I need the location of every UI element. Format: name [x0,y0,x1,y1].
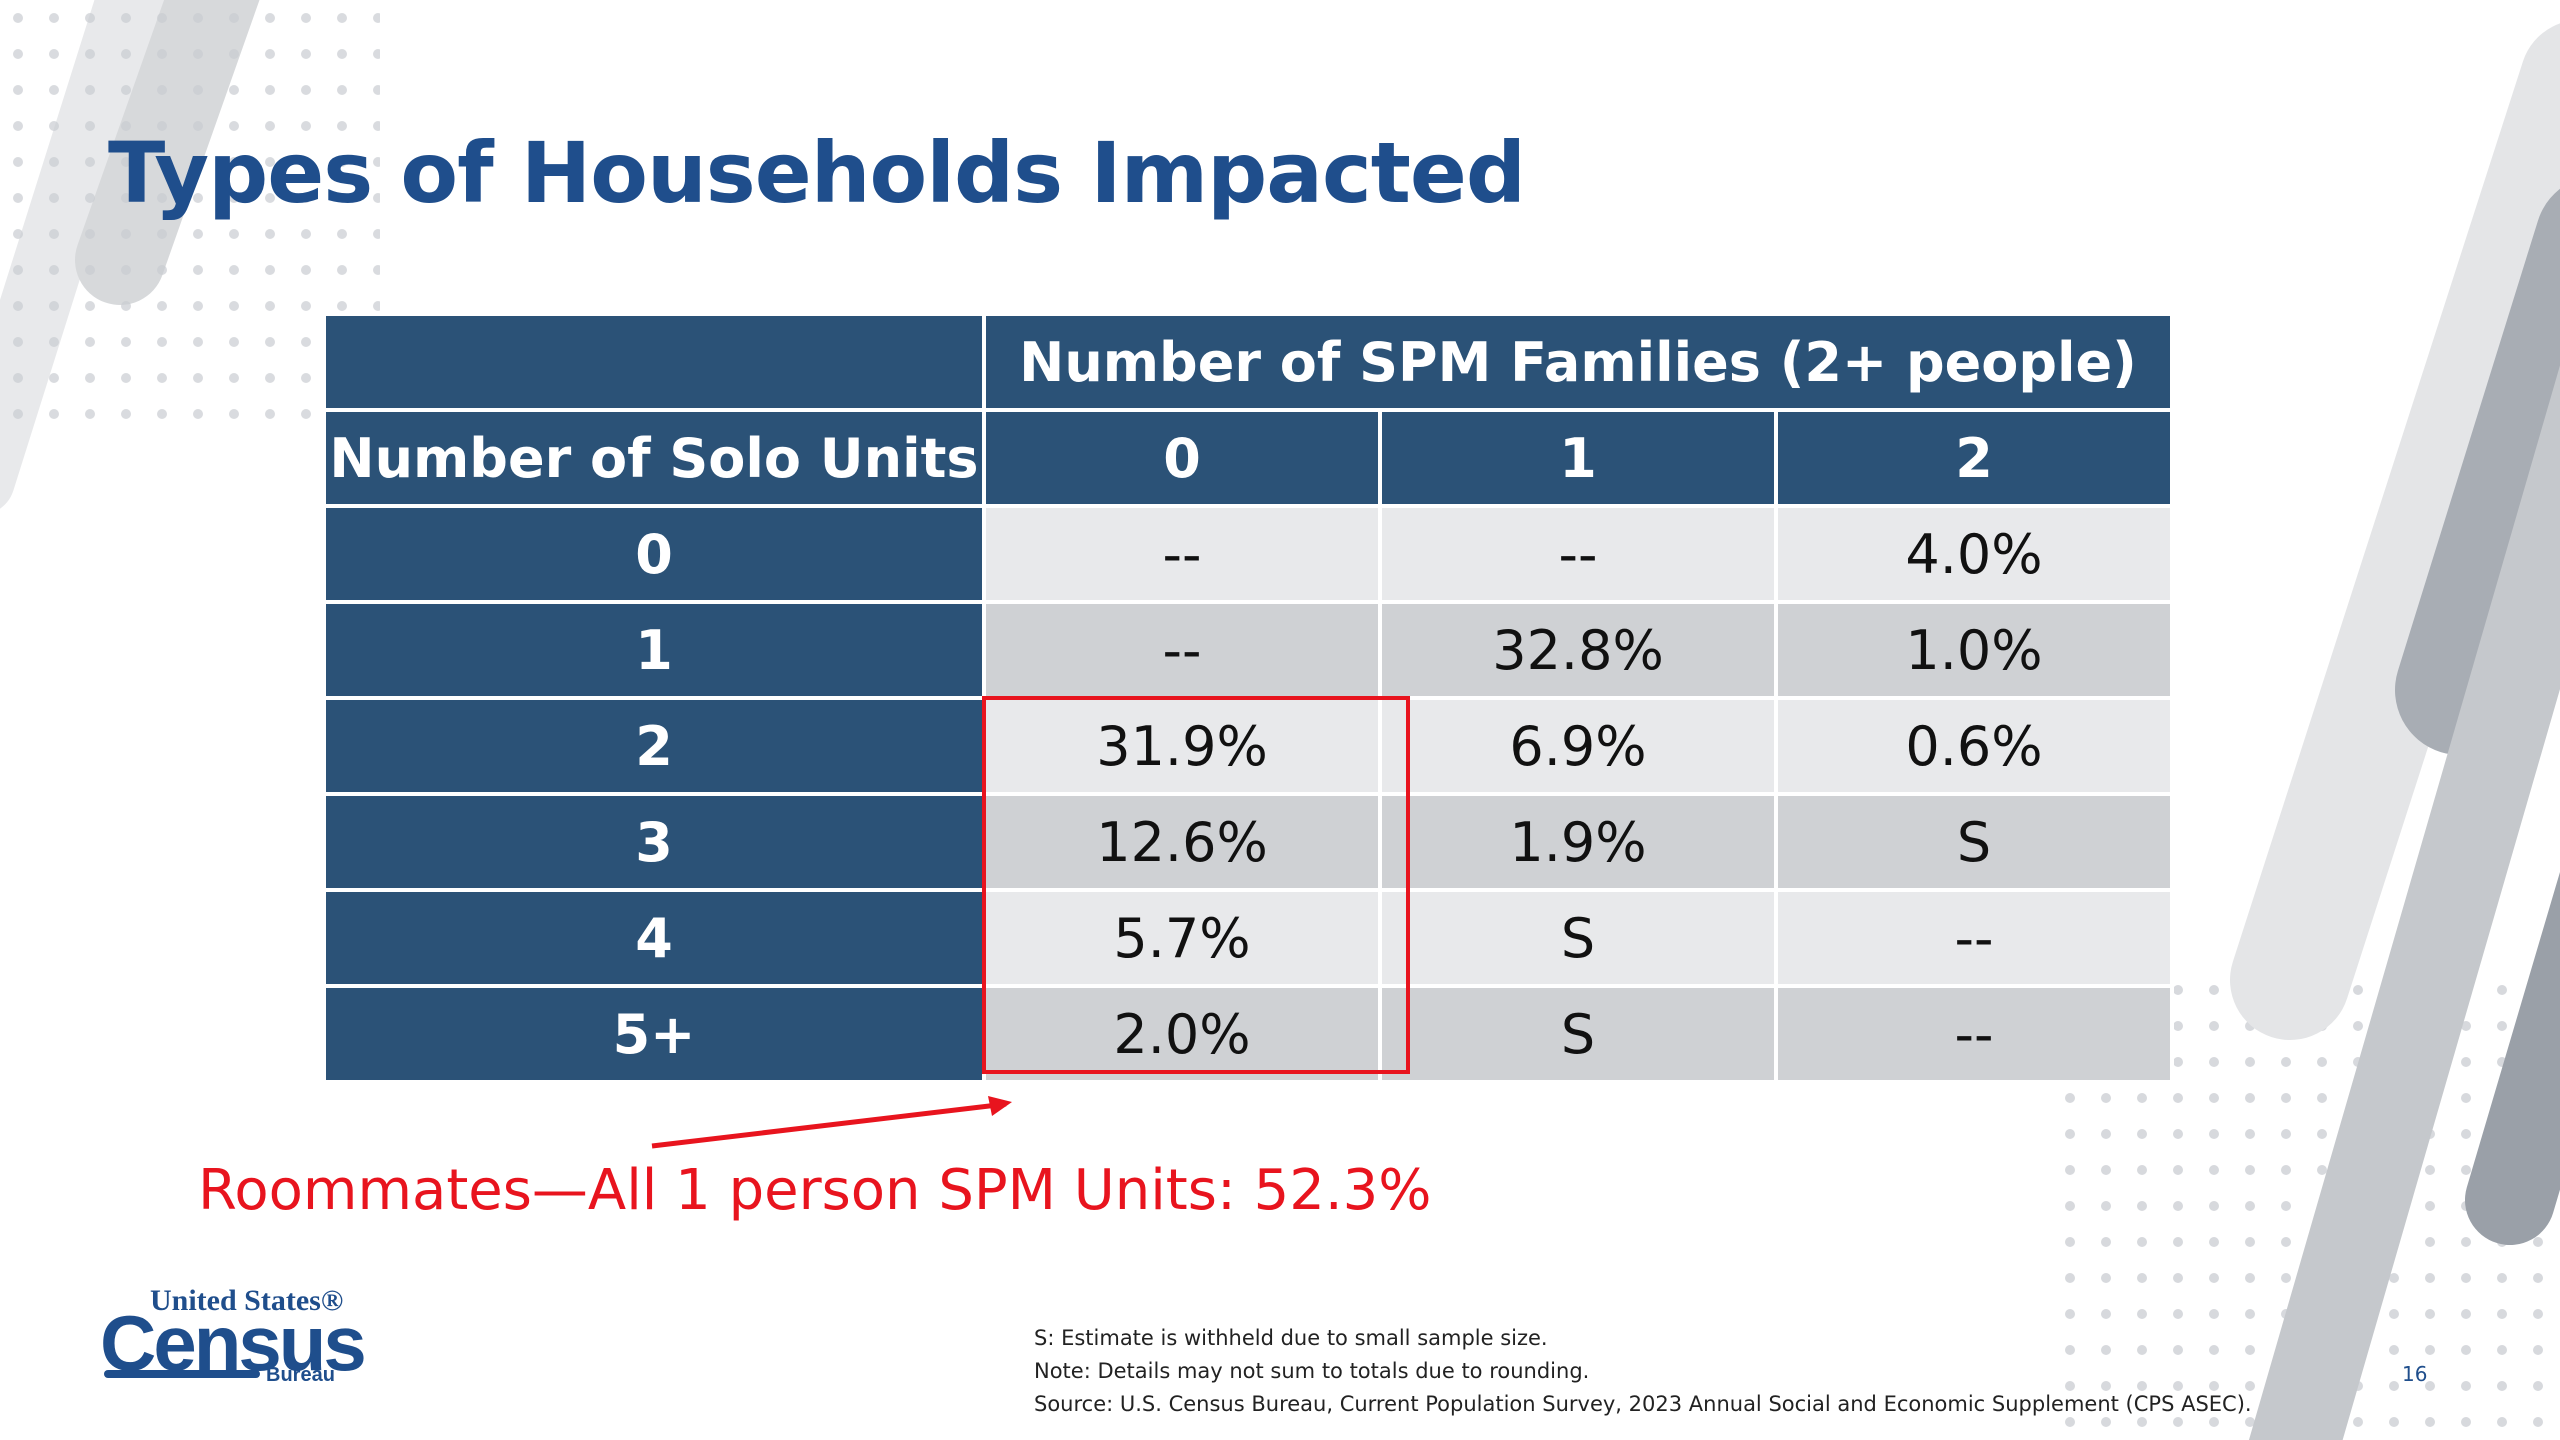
page-number: 16 [2402,1362,2428,1386]
table-cell: 32.8% [1378,600,1778,700]
slide-title: Types of Households Impacted [108,124,1526,222]
row-header: Number of Solo Units [322,408,986,508]
table-group-header-row: Number of SPM Families (2+ people) [322,312,2174,412]
table-cell: S [1378,984,1778,1084]
table-corner-cell [322,312,986,412]
table-row: 1 -- 32.8% 1.0% [322,600,2174,700]
column-header: 0 [982,408,1382,508]
table-cell: -- [982,600,1382,700]
table-cell: 5.7% [982,888,1382,988]
group-header: Number of SPM Families (2+ people) [982,312,2174,412]
table-cell: 1.9% [1378,792,1778,892]
column-header: 2 [1774,408,2174,508]
table-row: 5+ 2.0% S -- [322,984,2174,1084]
logo-united-states: United States® [150,1284,344,1317]
callout-arrow [651,1096,1012,1149]
table-cell: 6.9% [1378,696,1778,796]
table-row: 4 5.7% S -- [322,888,2174,988]
footnote-rounding: Note: Details may not sum to totals due … [1034,1359,1590,1383]
logo-underline [104,1370,260,1378]
table-cell: 0.6% [1774,696,2174,796]
column-header: 1 [1378,408,1778,508]
households-table-container: Number of SPM Families (2+ people) Numbe… [322,312,2174,1084]
households-table: Number of SPM Families (2+ people) Numbe… [322,312,2174,1084]
table-cell: S [1378,888,1778,988]
logo-bureau: Bureau [266,1364,335,1386]
table-row: 0 -- -- 4.0% [322,504,2174,604]
footnote-source: Source: U.S. Census Bureau, Current Popu… [1034,1392,2252,1416]
table-cell: -- [1774,888,2174,988]
roommates-callout: Roommates—All 1 person SPM Units: 52.3% [198,1158,1432,1223]
right-stripes [2230,23,2560,1440]
table-row: 3 12.6% 1.9% S [322,792,2174,892]
row-label: 0 [322,504,986,604]
row-label: 5+ [322,984,986,1084]
row-label: 1 [322,600,986,700]
table-cell: S [1774,792,2174,892]
table-cell: 2.0% [982,984,1382,1084]
row-label: 4 [322,888,986,988]
table-cell: 31.9% [982,696,1382,796]
footnote-sample-size: S: Estimate is withheld due to small sam… [1034,1326,1548,1350]
table-cell: -- [982,504,1382,604]
table-cell: 12.6% [982,792,1382,892]
table-cell: 1.0% [1774,600,2174,700]
census-bureau-logo: United States® Census Bureau [100,1284,367,1387]
table-cell: -- [1774,984,2174,1084]
table-column-header-row: Number of Solo Units 0 1 2 [322,408,2174,508]
row-label: 3 [322,792,986,892]
table-cell: 4.0% [1774,504,2174,604]
table-cell: -- [1378,504,1778,604]
footnotes: S: Estimate is withheld due to small sam… [1034,1322,2252,1421]
row-label: 2 [322,696,986,796]
table-row: 2 31.9% 6.9% 0.6% [322,696,2174,796]
